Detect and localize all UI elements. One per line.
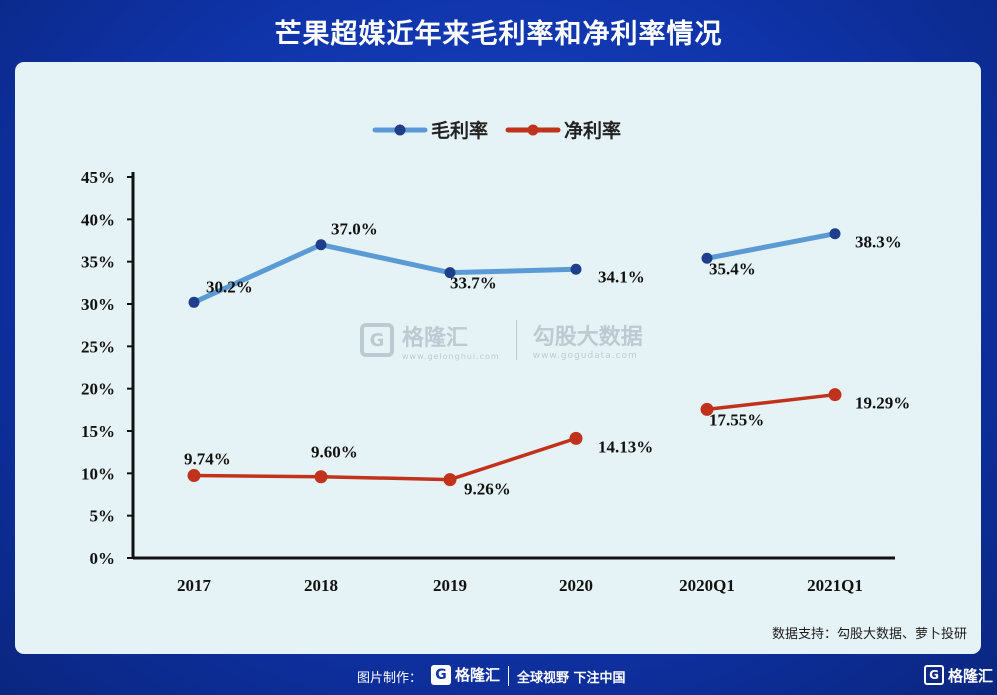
corner-logo-icon: G: [924, 665, 944, 685]
y-tick-label: 10%: [81, 464, 115, 483]
footer-logo-icon: G: [431, 665, 451, 685]
legend-gross-label: 毛利率: [431, 119, 488, 142]
y-tick-label: 25%: [81, 337, 115, 356]
data-label-net: 19.29%: [855, 394, 910, 413]
legend-net-marker: [527, 124, 539, 136]
footer-divider: [508, 666, 509, 686]
data-label-gross: 37.0%: [331, 220, 378, 239]
series-gross-point: [444, 267, 456, 279]
footer: 图片制作： G 格隆汇 全球视野 下注中国 G 格隆汇: [0, 660, 997, 695]
x-tick-label: 2020Q1: [679, 576, 735, 595]
series-gross-point: [701, 252, 713, 264]
watermark-data-url: www.gogudata.com: [532, 351, 638, 361]
series-gross-line: [192, 242, 577, 305]
series-gross-line: [706, 231, 836, 261]
x-tick-label: 2019: [433, 576, 467, 595]
data-label-net: 9.74%: [184, 450, 231, 469]
data-label-net: 17.55%: [709, 410, 764, 429]
x-tick-label: 2021Q1: [807, 576, 863, 595]
data-label-net: 9.60%: [311, 443, 358, 462]
y-tick-label: 15%: [81, 422, 115, 441]
y-tick-label: 45%: [81, 168, 115, 187]
data-label-gross: 33.7%: [450, 274, 497, 293]
data-source: 数据支持：勾股大数据、萝卜投研: [771, 627, 967, 642]
chart-panel: G 格隆汇 www.gelonghui.com 勾股大数据 www.goguda…: [15, 62, 981, 654]
footer-slogan: 全球视野 下注中国: [517, 671, 626, 686]
legend-net-label: 净利率: [564, 119, 621, 142]
footer-brand: 格隆汇: [455, 666, 501, 684]
y-tick-label: 0%: [90, 549, 116, 568]
watermark-data-brand: 勾股大数据 www.gogudata.com: [533, 319, 643, 361]
series-net-point: [700, 402, 714, 416]
legend-gross-marker: [394, 124, 406, 136]
series-gross-point: [570, 263, 582, 275]
y-tick-label: 20%: [81, 380, 115, 399]
data-label-gross: 30.2%: [206, 277, 253, 296]
footer-made-by: 图片制作：: [357, 671, 423, 686]
series-net-point: [569, 431, 583, 445]
watermark-brand-url: www.gelonghui.com: [402, 351, 500, 361]
y-tick-label: 35%: [81, 253, 115, 272]
series-gross-point: [829, 228, 841, 240]
data-label-net: 9.26%: [464, 480, 511, 499]
watermark-brand: 格隆汇 www.gelonghui.com: [402, 320, 500, 361]
x-tick-label: 2018: [304, 576, 338, 595]
series-net-line: [706, 392, 836, 412]
series-net-point: [314, 470, 328, 484]
watermark: G 格隆汇 www.gelonghui.com 勾股大数据 www.goguda…: [360, 317, 660, 363]
chart-title: 芒果超媒近年来毛利率和净利率情况: [274, 18, 723, 50]
series-gross-point: [315, 239, 327, 251]
series-net-point: [443, 473, 457, 487]
data-label-gross: 34.1%: [598, 267, 645, 286]
y-tick-label: 30%: [81, 295, 115, 314]
watermark-data-name: 勾股大数据: [532, 325, 643, 350]
series-net-point: [828, 388, 842, 402]
watermark-brand-name: 格隆汇: [402, 325, 469, 351]
line-chart: 0% 5% 10% 15% 20% 25% 30% 35% 40% 45% 2017 2018 2019…: [81, 119, 910, 595]
watermark-logo-icon: G: [360, 323, 394, 357]
x-tick-label: 2020: [559, 576, 593, 595]
y-tick-label: 5%: [90, 507, 116, 526]
x-tick-label: 2017: [177, 576, 212, 595]
data-label-gross: 35.4%: [709, 259, 756, 278]
y-tick-label: 40%: [81, 210, 115, 229]
series-net-line: [193, 436, 577, 482]
series-net-point: [187, 469, 201, 483]
corner-brand: 格隆汇: [948, 667, 994, 685]
watermark-divider: [515, 320, 517, 360]
data-label-gross: 38.3%: [855, 233, 902, 252]
series-gross-point: [188, 296, 200, 308]
data-label-net: 14.13%: [598, 437, 653, 456]
